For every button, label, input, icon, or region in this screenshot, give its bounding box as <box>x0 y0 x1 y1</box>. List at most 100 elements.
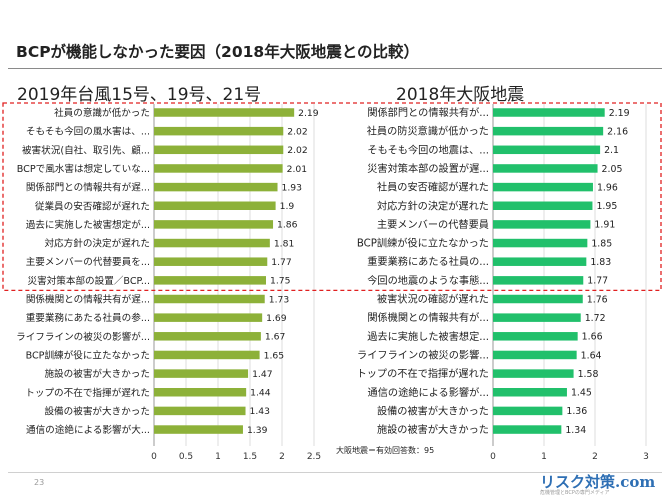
right-category-label: 過去に実施した被害想定... <box>367 330 489 343</box>
right-value-label: 1.58 <box>578 369 599 380</box>
left-category-label: BCP訓練が役に立たなかった <box>26 349 150 361</box>
right-category-label: トップの不在で指揮が遅れた <box>357 367 489 380</box>
right-value-label: 1.72 <box>585 313 606 324</box>
right-category-label: 対応方針の決定が遅れた <box>377 199 489 212</box>
right-bar <box>493 350 577 360</box>
right-tick-label: 1 <box>541 452 547 462</box>
right-category-label: 今回の地震のような事態... <box>367 274 489 287</box>
left-bar <box>154 388 247 397</box>
right-value-label: 2.19 <box>609 108 630 119</box>
left-tick-label: 0.5 <box>179 452 193 462</box>
right-category-label: 被害状況の確認が遅れた <box>377 293 489 306</box>
right-category-label: BCP訓練が役に立たなかった <box>357 237 489 250</box>
right-bar <box>493 182 593 192</box>
right-value-label: 1.36 <box>566 406 587 417</box>
right-category-label: 重要業務にあたる社員の... <box>367 255 489 268</box>
left-chart-title: 2019年台風15号、19号、21号 <box>17 85 262 105</box>
right-value-label: 2.1 <box>604 145 619 156</box>
right-bar <box>493 164 598 173</box>
left-category-label: 社員の意識が低かった <box>54 107 150 119</box>
left-bar <box>154 257 268 266</box>
right-value-label: 1.34 <box>565 425 586 436</box>
left-bar <box>154 145 284 155</box>
left-category-label: 過去に実施した被害想定が... <box>26 219 150 231</box>
right-tick-label: 3 <box>643 452 649 462</box>
left-category-label: 従業員の安否確認が遅れた <box>35 200 150 212</box>
right-bar <box>493 238 588 248</box>
right-value-label: 2.05 <box>602 164 623 175</box>
logo-text: リスク対策.com <box>540 473 656 491</box>
left-tick-label: 2.5 <box>307 452 321 462</box>
highlight-box <box>2 102 662 292</box>
right-bar <box>493 294 583 304</box>
left-category-label: トップの不在で指揮が遅れた <box>25 387 150 399</box>
left-bar <box>154 220 274 229</box>
right-value-label: 1.95 <box>596 201 617 212</box>
slide-title: BCPが機能しなかった要因（2018年大阪地震との比較） <box>16 43 420 61</box>
right-bar <box>493 145 601 155</box>
left-bar <box>154 425 243 434</box>
right-value-label: 1.85 <box>591 238 612 249</box>
left-value-label: 1.77 <box>271 257 292 268</box>
left-bar <box>154 313 263 322</box>
right-bar <box>493 276 584 285</box>
right-tick-label: 2 <box>592 452 598 462</box>
left-value-label: 2.02 <box>287 126 307 137</box>
left-value-label: 1.39 <box>247 425 268 436</box>
left-category-label: 通信の途絶による影響が大... <box>26 424 150 436</box>
right-category-label: そもそも今回の地震は、... <box>367 143 489 156</box>
left-value-label: 1.81 <box>274 238 294 249</box>
right-category-label: 関係部門との情報共有が... <box>367 106 489 119</box>
left-category-label: 主要メンバーの代替要員を... <box>26 256 150 268</box>
left-value-label: 2.02 <box>287 145 307 156</box>
left-value-label: 1.47 <box>252 369 273 380</box>
right-bar <box>493 406 563 416</box>
left-category-label: 設備の被害が大きかった <box>44 405 150 417</box>
right-bar <box>493 201 593 210</box>
right-bar <box>493 332 578 341</box>
title-divider <box>8 68 662 69</box>
left-category-label: 災害対策本部の設置／BCP... <box>28 275 151 287</box>
left-tick-label: 2 <box>279 452 285 462</box>
left-bar <box>154 406 246 416</box>
right-chart-title: 2018年大阪地震 <box>396 85 525 105</box>
left-value-label: 1.86 <box>277 220 298 231</box>
right-bar <box>493 126 604 136</box>
left-bar <box>154 332 261 341</box>
right-category-label: 施設の被害が大きかった <box>377 423 489 436</box>
footer-divider <box>8 472 662 473</box>
right-bar <box>493 369 574 378</box>
right-category-label: 通信の途絶による影響が... <box>368 386 489 399</box>
right-value-label: 2.16 <box>607 126 628 137</box>
left-value-label: 1.69 <box>266 313 287 324</box>
left-value-label: 1.43 <box>250 406 271 417</box>
brand-logo: リスク対策.com 危機管理とBCPの専門メディア <box>540 474 664 498</box>
left-bar <box>154 369 249 378</box>
right-category-label: 社員の安否確認が遅れた <box>377 181 489 194</box>
left-value-label: 1.9 <box>280 201 295 212</box>
page-number: 23 <box>34 478 45 487</box>
right-value-label: 1.83 <box>590 257 611 268</box>
right-bar <box>493 425 562 434</box>
left-bar <box>154 238 270 248</box>
left-category-label: 関係部門との情報共有が遅... <box>26 182 150 194</box>
left-bar <box>154 294 265 304</box>
left-bar <box>154 108 295 117</box>
right-value-label: 1.66 <box>582 332 603 343</box>
left-value-label: 1.67 <box>265 332 286 343</box>
left-category-label: 対応方針の決定が遅れた <box>44 238 150 250</box>
right-value-label: 1.76 <box>587 294 608 305</box>
right-tick-label: 0 <box>490 452 496 462</box>
right-category-label: 設備の被害が大きかった <box>377 404 489 417</box>
right-bar <box>493 313 581 322</box>
left-value-label: 1.73 <box>269 294 290 305</box>
left-tick-label: 1 <box>215 452 221 462</box>
right-value-label: 1.91 <box>594 220 615 231</box>
right-value-label: 1.77 <box>587 276 608 287</box>
right-bar <box>493 257 587 266</box>
right-bar <box>493 220 591 229</box>
left-bar <box>154 350 260 360</box>
left-category-label: 関係機関との情報共有が遅... <box>26 294 150 306</box>
right-category-label: 主要メンバーの代替要員 <box>377 218 489 231</box>
